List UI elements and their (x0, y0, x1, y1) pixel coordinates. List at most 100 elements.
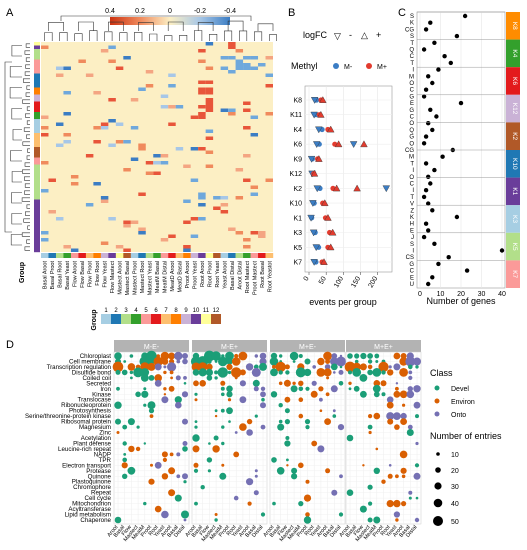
panel-d-point (191, 362, 201, 372)
row-group-cell (34, 49, 40, 53)
heatmap-column-label: Basal Distal (230, 261, 236, 290)
row-group-cell (34, 245, 40, 249)
row-dendrogram-branch (24, 50, 30, 55)
panel-d-point (331, 489, 338, 496)
row-group-cell (34, 52, 40, 57)
panel-d-point (253, 490, 259, 496)
heatmap-cell (41, 115, 49, 119)
panel-c-row-label: K (410, 21, 414, 27)
heatmap-cell (175, 147, 184, 151)
panel-d-point (312, 365, 317, 369)
panel-d-point (406, 429, 414, 436)
panel-d-category-label: Mitochondrion (72, 501, 111, 508)
panel-c-strip-label: K6 (511, 77, 518, 85)
panel-d-point (182, 353, 188, 359)
panel-d-point (148, 375, 155, 381)
panel-d-point (254, 474, 258, 478)
panel-d-point (174, 396, 182, 404)
size-20-label: 20 (451, 468, 459, 475)
heatmap-cell (160, 105, 169, 109)
panel-d-point (387, 369, 394, 376)
panel-b-category-label: K1 (293, 215, 302, 222)
panel-d-point (346, 434, 354, 442)
panel-b-category-label: K9 (293, 156, 302, 163)
panel-d-point (220, 380, 226, 386)
panel-d-point (332, 409, 336, 413)
panel-c-point (446, 255, 451, 260)
panel-d-point (135, 391, 141, 398)
heatmap-cell (183, 248, 191, 252)
heatmap-column-label: Root Aroot (200, 261, 206, 287)
row-group-cell (34, 133, 40, 137)
heatmap-cell (235, 49, 244, 53)
row-group-cell (34, 56, 40, 60)
panel-d-point (129, 370, 134, 375)
column-dendrogram-branch (134, 31, 143, 41)
panel-d-point (400, 412, 407, 420)
panel-b-tick-label: 150 (350, 275, 362, 289)
row-dendrogram-branch (22, 99, 30, 104)
panel-d-point (168, 385, 175, 392)
panel-d-point (121, 462, 128, 469)
row-dendrogram-branch (21, 197, 30, 202)
row-dendrogram-branch (22, 141, 30, 146)
panel-d-point (147, 401, 156, 410)
class-environ-label: Environ (451, 399, 475, 406)
class-devel-icon (434, 385, 440, 391)
heatmap-cell (63, 112, 71, 116)
panel-c-row-label: O (409, 175, 414, 181)
panel-c-row-label: C (410, 182, 415, 188)
panel-d-point (414, 463, 420, 468)
size-10-label: 10 (451, 452, 459, 459)
row-group-cell (34, 129, 40, 134)
panel-c-row-label: C (410, 115, 415, 121)
column-group-cell (123, 253, 131, 258)
heatmap-cell (175, 105, 184, 109)
column-group-cell (138, 253, 146, 258)
group-legend-label: 9 (184, 308, 188, 314)
heatmap-cell (130, 126, 139, 130)
panel-d-point (207, 359, 212, 364)
panel-d-point (298, 501, 304, 507)
heatmap-cell (258, 63, 266, 67)
row-group-cell (34, 157, 40, 162)
heatmap-cell (205, 129, 214, 133)
panel-d-point (194, 392, 198, 396)
panel-d-point (332, 414, 337, 418)
row-dendrogram-branch (25, 43, 30, 48)
panel-d-point (305, 512, 310, 517)
panel-d-point (387, 418, 394, 425)
row-group-cell (34, 45, 40, 50)
panel-d-point (408, 375, 413, 380)
heatmap-column-label: Flow Yeast (103, 261, 109, 288)
panel-d-point (331, 353, 338, 359)
panel-d-point (372, 368, 382, 377)
column-dendrogram-branch (48, 22, 64, 31)
column-group-cell (63, 253, 72, 258)
panel-d-point (298, 380, 304, 386)
panel-d-category-label: Protease (86, 468, 111, 475)
panel-d-point (116, 386, 120, 391)
size-legend: Number of entries 10 20 30 40 50 (430, 431, 502, 526)
panel-c-point (423, 161, 429, 166)
row-group-cell (34, 136, 40, 141)
panel-c-label: C (398, 7, 406, 19)
panel-c-row-label: T (410, 195, 414, 201)
heatmap-column-label: Root Mastect (245, 261, 251, 294)
panel-d-point (415, 414, 419, 419)
row-group-cell (34, 98, 40, 102)
panel-d-point (192, 369, 200, 376)
heatmap-cell (183, 245, 191, 249)
panel-b-point-up (317, 110, 325, 118)
panel-d-point (122, 424, 128, 430)
panel-c-point (458, 100, 464, 106)
heatmap-column-label: Proot Aroot (185, 261, 191, 289)
panel-d-point (330, 363, 338, 371)
group-legend-swatch (191, 314, 201, 324)
panel-d-point (181, 510, 189, 519)
heatmap-cell (55, 122, 64, 126)
panel-c-strip (506, 177, 520, 206)
panel-c-point (423, 221, 429, 226)
panel-d-point (226, 358, 233, 365)
heatmap-cell (123, 168, 131, 172)
